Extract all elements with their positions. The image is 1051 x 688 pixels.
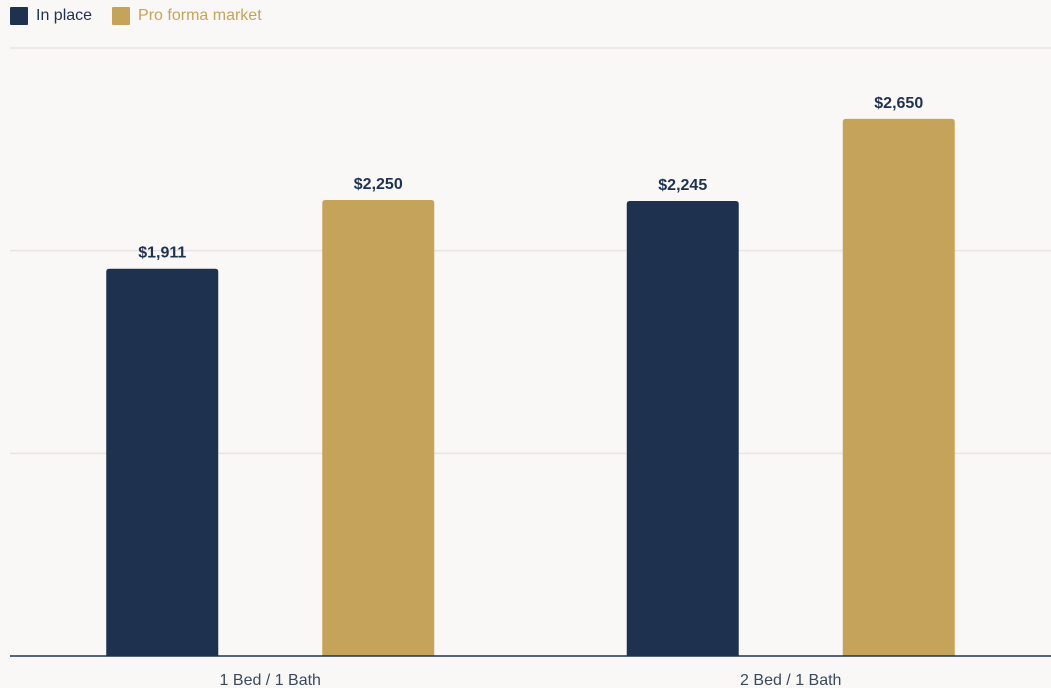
x-tick-label: 1 Bed / 1 Bath (220, 672, 321, 688)
chart-legend: In place Pro forma market (10, 6, 282, 26)
legend-swatch-pro-forma (112, 7, 131, 25)
legend-item-in-place[interactable]: In place (10, 6, 92, 26)
legend-label-pro-forma: Pro forma market (138, 7, 262, 24)
bar-in-place-1[interactable] (106, 268, 219, 656)
data-label: $2,245 (658, 177, 707, 194)
bar-pro-forma-2[interactable] (842, 118, 955, 656)
legend-item-pro-forma[interactable]: Pro forma market (112, 6, 262, 26)
data-label: $2,250 (354, 176, 403, 193)
data-label: $1,911 (138, 245, 186, 262)
legend-label-in-place: In place (36, 7, 93, 24)
data-label: $2,650 (874, 95, 923, 112)
legend-swatch-in-place (10, 7, 28, 25)
bar-in-place-2[interactable] (626, 201, 739, 656)
bar-pro-forma-1[interactable] (322, 200, 435, 656)
x-tick-label: 2 Bed / 1 Bath (740, 672, 841, 688)
